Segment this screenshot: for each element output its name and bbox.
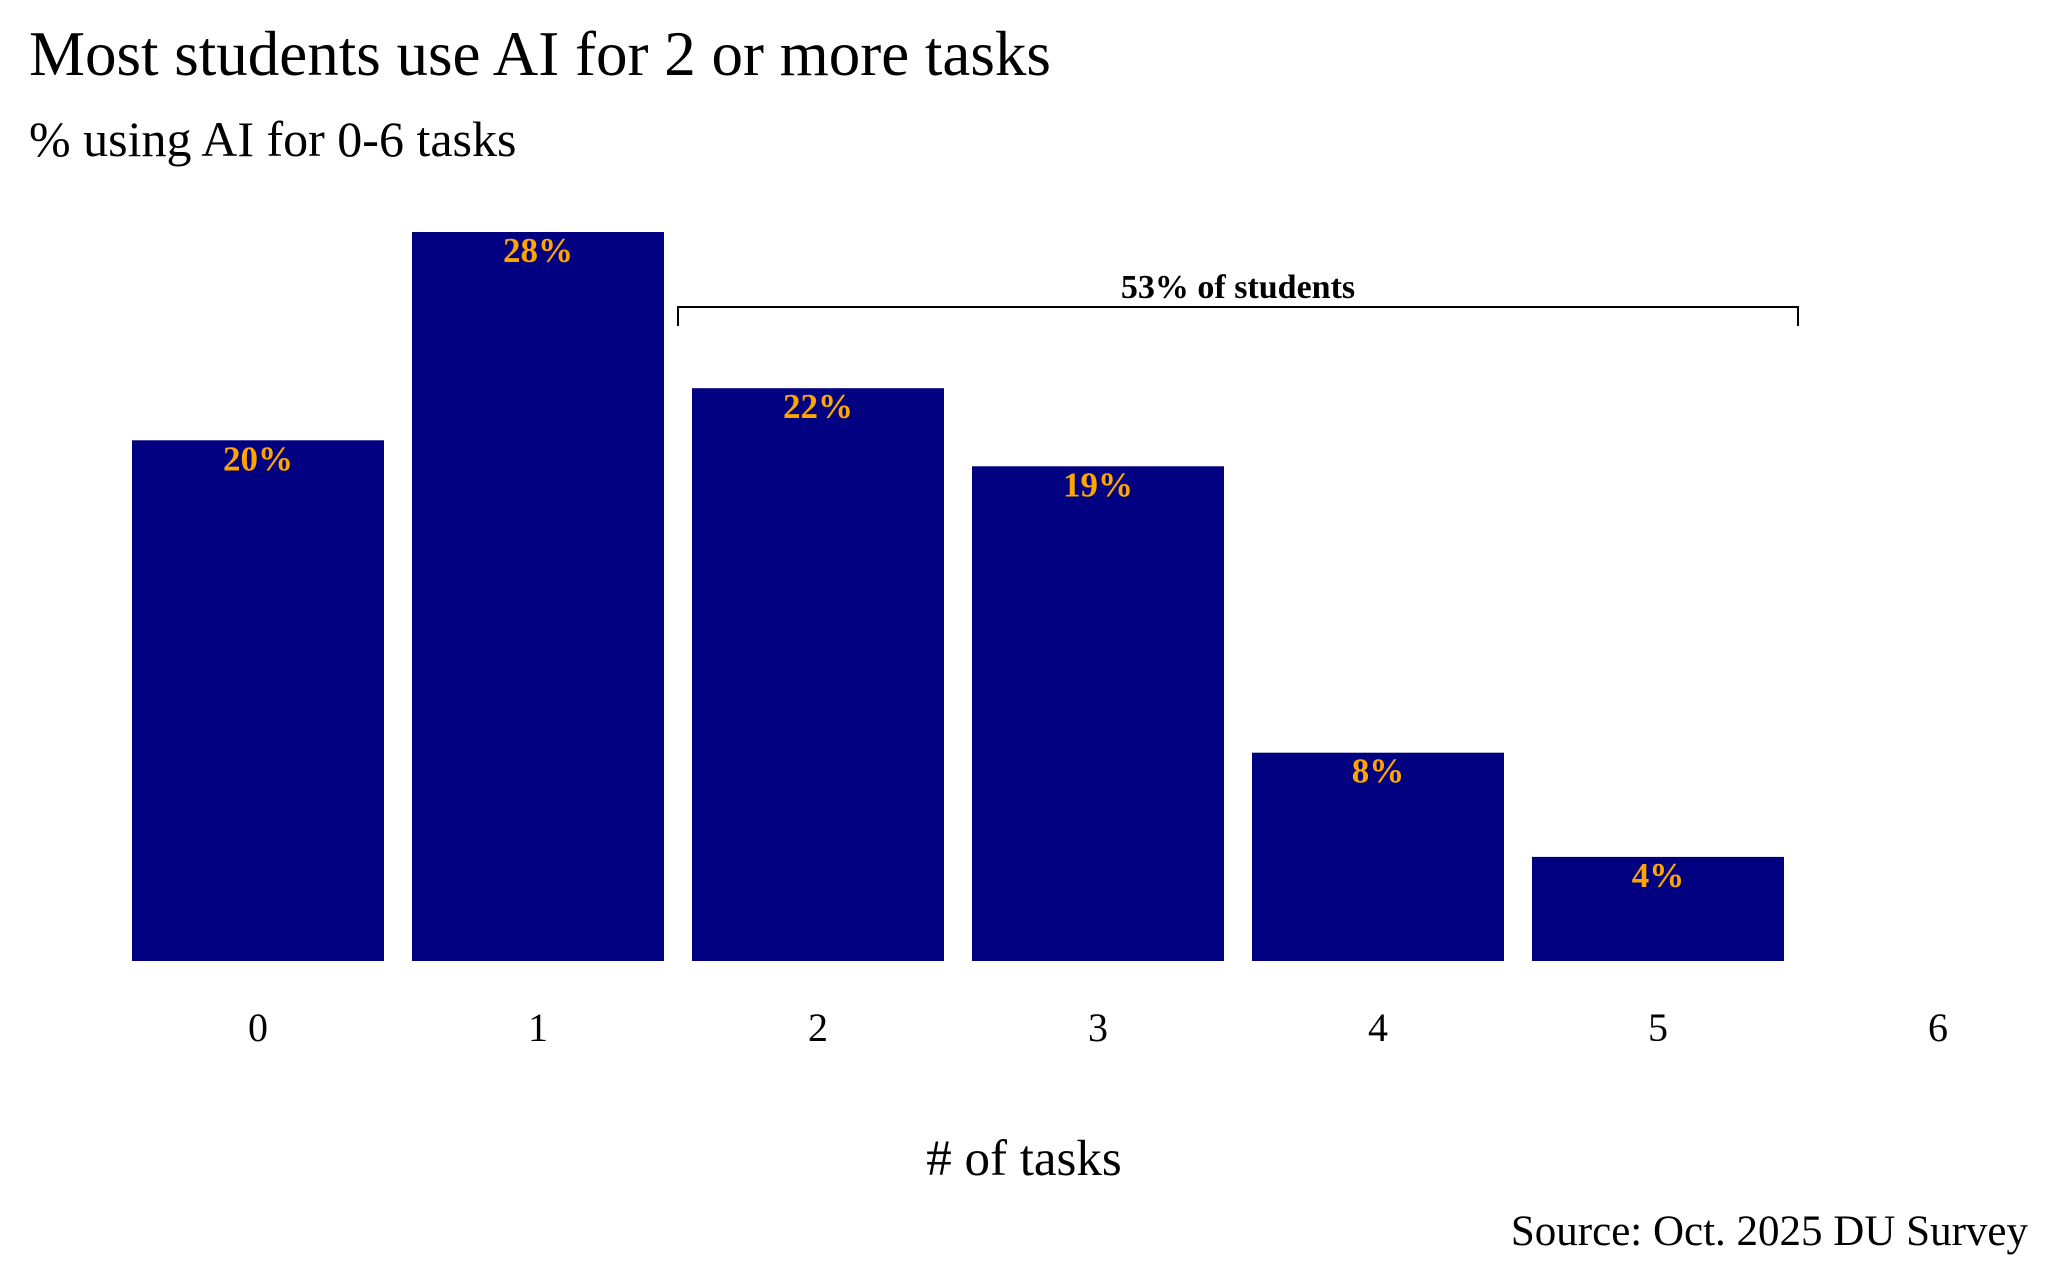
bracket-line (677, 306, 1799, 326)
bar-value-label-4: 8% (1352, 752, 1405, 791)
bar-value-label-0: 20% (223, 439, 293, 478)
bracket-label: 53% of students (1121, 269, 1355, 306)
value-labels-group: 20% 28% 22% 19% 8% 4% (223, 231, 1684, 895)
bars-group (132, 232, 1784, 961)
x-tick-label-0: 0 (248, 1005, 268, 1050)
bar-3 (972, 466, 1224, 961)
bar-0 (132, 440, 384, 961)
bar-value-label-2: 22% (783, 387, 853, 426)
x-tick-label-6: 6 (1928, 1005, 1948, 1050)
x-axis-title: # of tasks (926, 1131, 1121, 1187)
x-tick-labels-group: 0 1 2 3 4 5 6 (248, 1005, 1948, 1050)
chart-subtitle: % using AI for 0-6 tasks (29, 111, 517, 167)
x-tick-label-3: 3 (1088, 1005, 1108, 1050)
bar-value-label-1: 28% (503, 231, 573, 270)
bar-value-label-5: 4% (1632, 856, 1685, 895)
x-tick-label-1: 1 (528, 1005, 548, 1050)
bracket-annotation: 53% of students (677, 269, 1799, 326)
bar-2 (692, 388, 944, 961)
chart-title: Most students use AI for 2 or more tasks (29, 19, 1051, 89)
bar-5 (1532, 856, 1784, 961)
source-note: Source: Oct. 2025 DU Survey (1510, 1208, 2028, 1255)
x-tick-label-2: 2 (808, 1005, 828, 1050)
x-tick-label-4: 4 (1368, 1005, 1388, 1050)
x-tick-label-5: 5 (1648, 1005, 1668, 1050)
bar-4 (1252, 752, 1504, 961)
bar-1 (412, 232, 664, 961)
bar-value-label-3: 19% (1063, 465, 1133, 504)
